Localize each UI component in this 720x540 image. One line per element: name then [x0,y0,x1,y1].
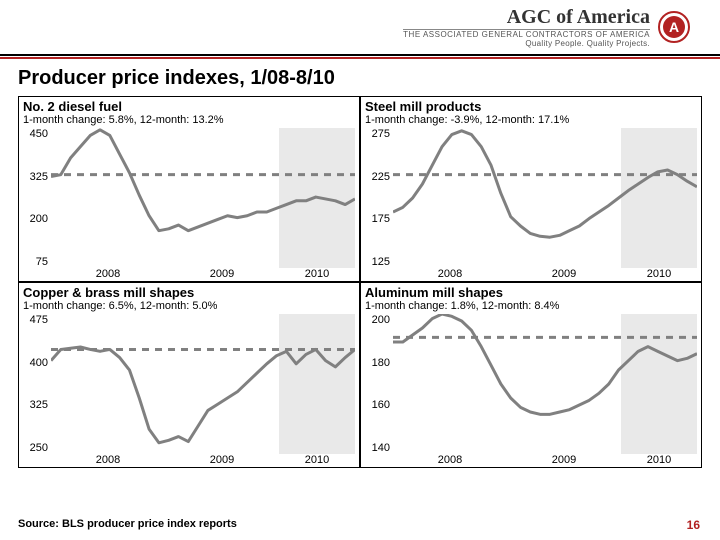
x-axis: 200820092010 [23,268,355,280]
page-title: Producer price indexes, 1/08-8/10 [0,59,720,96]
x-axis-labels: 200820092010 [51,268,355,280]
logo-tagline: THE ASSOCIATED GENERAL CONTRACTORS OF AM… [403,29,650,39]
header: AGC of America THE ASSOCIATED GENERAL CO… [0,0,720,52]
y-tick: 180 [365,357,390,369]
y-tick: 400 [23,357,48,369]
logo-subtitle: Quality People. Quality Projects. [403,39,650,48]
x-tick: 2008 [51,454,165,466]
panel-subtitle: 1-month change: 6.5%, 12-month: 5.0% [23,300,355,312]
data-line [393,131,697,237]
y-tick: 250 [23,442,48,454]
x-tick: 2008 [393,268,507,280]
panel-subtitle: 1-month change: 1.8%, 12-month: 8.4% [365,300,697,312]
logo-badge: A [658,11,690,43]
line-chart [51,314,355,454]
panel-title: Aluminum mill shapes [365,285,697,300]
y-tick: 140 [365,442,390,454]
x-axis: 200820092010 [365,268,697,280]
x-tick: 2010 [279,454,355,466]
x-tick: 2009 [507,454,621,466]
y-tick: 275 [365,128,390,140]
line-chart [393,314,697,454]
x-tick: 2009 [165,454,279,466]
chart-grid: No. 2 diesel fuel1-month change: 5.8%, 1… [0,96,720,468]
x-axis-labels: 200820092010 [51,454,355,466]
y-tick: 125 [365,256,390,268]
x-axis-pad [365,454,393,466]
x-axis: 200820092010 [365,454,697,466]
panel-subtitle: 1-month change: -3.9%, 12-month: 17.1% [365,114,697,126]
x-tick: 2010 [621,454,697,466]
y-tick: 200 [23,213,48,225]
y-tick: 450 [23,128,48,140]
source-footer: Source: BLS producer price index reports [18,518,237,530]
y-tick: 325 [23,171,48,183]
x-axis-labels: 200820092010 [393,454,697,466]
x-axis-pad [365,268,393,280]
x-axis-pad [23,268,51,280]
y-tick: 160 [365,399,390,411]
chart-area: 475 400 325 250 [23,314,355,454]
plot-area [51,128,355,268]
y-axis-labels: 450 325 200 75 [23,128,51,268]
x-tick: 2009 [507,268,621,280]
divider-black [0,54,720,56]
chart-area: 275 225 175 125 [365,128,697,268]
line-chart [393,128,697,268]
y-tick: 75 [23,256,48,268]
logo-badge-letter: A [663,16,685,38]
plot-area [51,314,355,454]
panel-title: Copper & brass mill shapes [23,285,355,300]
panel-subtitle: 1-month change: 5.8%, 12-month: 13.2% [23,114,355,126]
x-tick: 2008 [393,454,507,466]
x-tick: 2008 [51,268,165,280]
chart-panel: Copper & brass mill shapes1-month change… [18,282,360,468]
plot-area [393,314,697,454]
x-axis-labels: 200820092010 [393,268,697,280]
logo: AGC of America THE ASSOCIATED GENERAL CO… [403,6,690,48]
data-line [393,314,697,414]
x-axis-pad [23,454,51,466]
plot-area [393,128,697,268]
data-line [51,347,355,443]
panel-title: Steel mill products [365,99,697,114]
y-tick: 225 [365,171,390,183]
panel-title: No. 2 diesel fuel [23,99,355,114]
y-tick: 475 [23,314,48,326]
line-chart [51,128,355,268]
y-tick: 200 [365,314,390,326]
page-number: 16 [687,518,700,532]
y-axis-labels: 275 225 175 125 [365,128,393,268]
logo-main: AGC of America [403,6,650,29]
chart-area: 450 325 200 75 [23,128,355,268]
x-tick: 2009 [165,268,279,280]
y-tick: 325 [23,399,48,411]
y-axis-labels: 200 180 160 140 [365,314,393,454]
y-axis-labels: 475 400 325 250 [23,314,51,454]
y-tick: 175 [365,213,390,225]
x-tick: 2010 [279,268,355,280]
x-tick: 2010 [621,268,697,280]
x-axis: 200820092010 [23,454,355,466]
chart-area: 200 180 160 140 [365,314,697,454]
chart-panel: Steel mill products1-month change: -3.9%… [360,96,702,282]
data-line [51,130,355,231]
chart-panel: Aluminum mill shapes1-month change: 1.8%… [360,282,702,468]
chart-panel: No. 2 diesel fuel1-month change: 5.8%, 1… [18,96,360,282]
